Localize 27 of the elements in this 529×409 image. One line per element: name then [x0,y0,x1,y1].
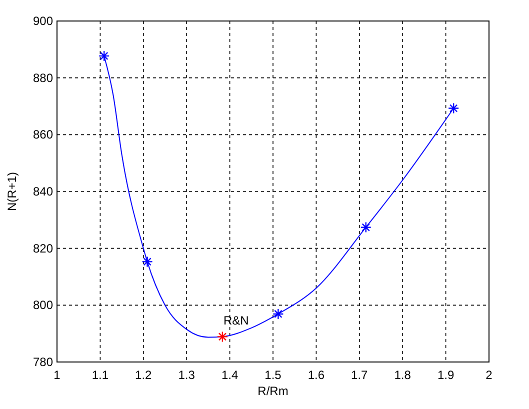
x-tick-label: 1.9 [437,368,454,382]
y-tick-label: 880 [32,70,54,85]
x-tick-label: 2 [486,368,493,382]
x-tick-label: 1.6 [308,368,325,382]
x-tick-label: 1.8 [394,368,412,382]
annotation: R&N [223,314,249,328]
x-tick-label: 1.2 [135,368,152,382]
point [360,222,372,233]
point [98,50,110,62]
point [142,256,153,268]
x-tick-label: 1.4 [221,368,238,382]
y-tick-label: 900 [32,14,54,28]
y-tick-label: 840 [32,184,54,198]
y-tick-label: 860 [32,128,54,142]
y-axis-title: N(R+1) [5,172,19,212]
y-tick-label: 780 [32,355,54,369]
x-tick-label: 1 [54,368,61,382]
y-tick-label: 820 [32,241,54,256]
point [448,102,460,114]
x-tick-label: 1.5 [264,368,282,382]
x-axis-title: R/Rm [258,384,288,398]
x-tick-label: 1.1 [92,368,109,382]
point [216,331,228,342]
x-tick-label: 1.7 [351,368,368,382]
x-tick-label: 1.3 [178,368,196,382]
point [272,308,284,320]
y-tick-label: 800 [32,298,54,312]
